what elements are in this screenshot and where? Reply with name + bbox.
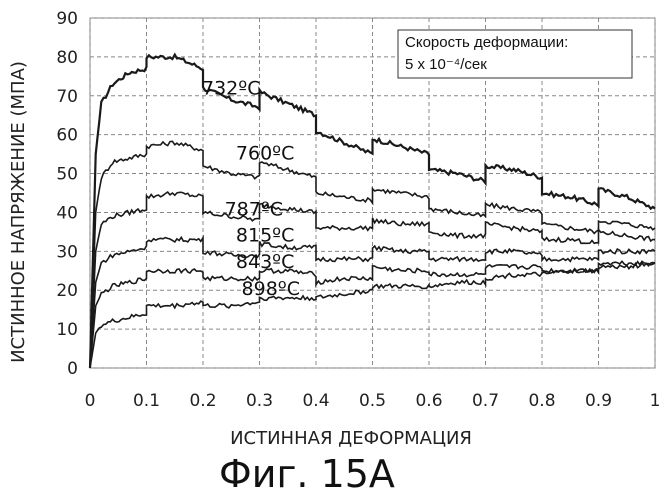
x-tick-label: 0.3 bbox=[246, 391, 273, 411]
y-tick-label: 0 bbox=[67, 359, 78, 379]
x-tick-label: 0.8 bbox=[528, 391, 555, 411]
x-tick-label: 0.9 bbox=[585, 391, 612, 411]
x-tick-label: 0.7 bbox=[472, 391, 499, 411]
series-label: 815ºС bbox=[236, 224, 294, 246]
series-label: 898ºС bbox=[242, 278, 300, 300]
series-label: 787ºС bbox=[225, 198, 283, 220]
legend-box: Скорость деформации: 5 x 10⁻⁴/сек bbox=[398, 30, 632, 78]
x-tick-label: 0.6 bbox=[415, 391, 442, 411]
y-tick-label: 30 bbox=[56, 242, 78, 262]
y-tick-label: 50 bbox=[56, 165, 78, 185]
strain-rate-value: 5 x 10⁻⁴/сек bbox=[405, 56, 487, 73]
x-axis-title: ИСТИННАЯ ДЕФОРМАЦИЯ bbox=[230, 428, 472, 449]
strain-rate-title: Скорость деформации: bbox=[405, 34, 568, 51]
y-tick-labels: 0 10 20 30 40 50 60 70 80 90 bbox=[56, 9, 78, 379]
series-label: 843ºС bbox=[236, 251, 294, 273]
series-label: 732ºС bbox=[202, 78, 260, 100]
y-tick-label: 10 bbox=[56, 320, 78, 340]
y-axis-title: ИСТИННОЕ НАПРЯЖЕНИЕ (МПА) bbox=[8, 61, 29, 363]
y-tick-label: 20 bbox=[56, 281, 78, 301]
y-tick-label: 70 bbox=[56, 87, 78, 107]
y-tick-label: 60 bbox=[56, 126, 78, 146]
x-tick-label: 0 bbox=[85, 391, 96, 411]
x-tick-label: 0.2 bbox=[189, 391, 216, 411]
x-tick-label: 0.1 bbox=[133, 391, 160, 411]
x-tick-labels: 0 0.1 0.2 0.3 0.4 0.5 0.6 0.7 0.8 0.9 1 bbox=[85, 391, 661, 411]
x-tick-label: 0.4 bbox=[302, 391, 329, 411]
y-tick-label: 90 bbox=[56, 9, 78, 29]
x-tick-label: 1 bbox=[650, 391, 661, 411]
figure-caption: Фиг. 15А bbox=[219, 452, 395, 496]
series-label: 760ºС bbox=[236, 142, 294, 164]
x-tick-label: 0.5 bbox=[359, 391, 386, 411]
y-tick-label: 40 bbox=[56, 203, 78, 223]
y-tick-label: 80 bbox=[56, 48, 78, 68]
